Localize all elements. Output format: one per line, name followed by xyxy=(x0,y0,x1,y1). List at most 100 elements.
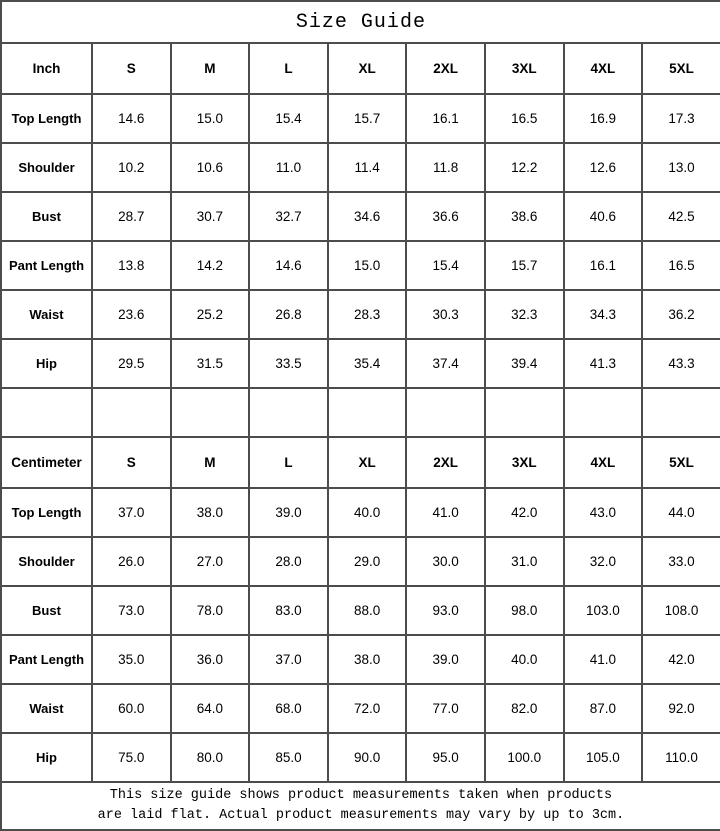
measurement-value: 13.0 xyxy=(641,142,720,193)
measurement-value: 32.0 xyxy=(562,536,644,587)
measurement-value: 16.1 xyxy=(405,93,486,144)
measurement-value: 44.0 xyxy=(641,487,720,538)
measurement-value: 38.0 xyxy=(326,634,408,685)
size-header-cell: M xyxy=(169,436,251,489)
spacer-cell xyxy=(248,387,329,438)
size-header-cell: 5XL xyxy=(641,436,720,489)
spacer-cell xyxy=(562,387,644,438)
measurement-value: 108.0 xyxy=(641,585,720,636)
measurement-value: 30.7 xyxy=(169,191,251,242)
measurement-value: 32.3 xyxy=(483,289,565,340)
measurement-value: 28.0 xyxy=(248,536,329,587)
note-row: This size guide shows product measuremen… xyxy=(0,781,720,831)
size-header-cell: XL xyxy=(326,42,408,95)
measurement-value: 37.4 xyxy=(405,338,486,389)
measurement-value: 73.0 xyxy=(91,585,172,636)
page-title: Size Guide xyxy=(0,0,720,44)
measurement-value: 39.0 xyxy=(405,634,486,685)
unit-label: Centimeter xyxy=(0,436,93,489)
measurement-value: 37.0 xyxy=(91,487,172,538)
measurement-value: 38.0 xyxy=(169,487,251,538)
measurement-value: 28.3 xyxy=(326,289,408,340)
measurement-row: Top Length 37.0 38.0 39.0 40.0 41.0 42.0 43.0 44… xyxy=(0,487,720,538)
measurement-value: 68.0 xyxy=(248,683,329,734)
measurement-value: 42.5 xyxy=(641,191,720,242)
measurement-value: 17.3 xyxy=(641,93,720,144)
measurement-value: 15.7 xyxy=(326,93,408,144)
measurement-row: Hip 75.0 80.0 85.0 90.0 95.0 100.0 105.0 110.0 xyxy=(0,732,720,783)
section-header-row-inch: Inch S M L XL 2XL 3XL 4XL 5XL xyxy=(0,42,720,95)
measurement-value: 82.0 xyxy=(483,683,565,734)
measurement-row: Top Length 14.6 15.0 15.4 15.7 16.1 16.5 16.9 17… xyxy=(0,93,720,144)
measurement-value: 23.6 xyxy=(91,289,172,340)
measurement-value: 11.8 xyxy=(405,142,486,193)
measurement-label: Bust xyxy=(0,585,93,636)
measurement-row: Pant Length 13.8 14.2 14.6 15.0 15.4 15.7 16.1 1… xyxy=(0,240,720,291)
measurement-value: 32.7 xyxy=(248,191,329,242)
measurement-value: 10.6 xyxy=(169,142,251,193)
measurement-label: Top Length xyxy=(0,487,93,538)
size-header-cell: S xyxy=(91,42,172,95)
measurement-label: Top Length xyxy=(0,93,93,144)
measurement-value: 28.7 xyxy=(91,191,172,242)
spacer-cell xyxy=(326,387,408,438)
measurement-value: 31.5 xyxy=(169,338,251,389)
measurement-value: 34.3 xyxy=(562,289,644,340)
measurement-value: 41.0 xyxy=(405,487,486,538)
measurement-value: 35.0 xyxy=(91,634,172,685)
measurement-label: Shoulder xyxy=(0,142,93,193)
measurement-value: 93.0 xyxy=(405,585,486,636)
measurement-value: 14.6 xyxy=(91,93,172,144)
measurement-value: 25.2 xyxy=(169,289,251,340)
measurement-value: 77.0 xyxy=(405,683,486,734)
measurement-value: 43.3 xyxy=(641,338,720,389)
measurement-value: 26.0 xyxy=(91,536,172,587)
spacer-cell xyxy=(405,387,486,438)
measurement-value: 43.0 xyxy=(562,487,644,538)
size-header-cell: 2XL xyxy=(405,42,486,95)
measurement-value: 90.0 xyxy=(326,732,408,783)
measurement-row: Shoulder 26.0 27.0 28.0 29.0 30.0 31.0 32.0 33.0 xyxy=(0,536,720,587)
measurement-label: Hip xyxy=(0,338,93,389)
measurement-value: 36.2 xyxy=(641,289,720,340)
measurement-value: 41.3 xyxy=(562,338,644,389)
note-cell: This size guide shows product measuremen… xyxy=(0,781,720,831)
size-header-cell: M xyxy=(169,42,251,95)
size-header-cell: 2XL xyxy=(405,436,486,489)
measurement-label: Waist xyxy=(0,289,93,340)
section-header-row-centimeter: Centimeter S M L XL 2XL 3XL 4XL 5XL xyxy=(0,436,720,489)
measurement-label: Shoulder xyxy=(0,536,93,587)
spacer-cell xyxy=(483,387,565,438)
spacer-row xyxy=(0,387,720,438)
measurement-value: 72.0 xyxy=(326,683,408,734)
title-row: Size Guide xyxy=(0,0,720,44)
measurement-value: 42.0 xyxy=(483,487,565,538)
measurement-value: 15.4 xyxy=(248,93,329,144)
measurement-value: 11.0 xyxy=(248,142,329,193)
size-header-cell: 3XL xyxy=(483,436,565,489)
measurement-value: 10.2 xyxy=(91,142,172,193)
measurement-value: 30.3 xyxy=(405,289,486,340)
measurement-value: 92.0 xyxy=(641,683,720,734)
measurement-label: Pant Length xyxy=(0,634,93,685)
measurement-value: 37.0 xyxy=(248,634,329,685)
measurement-value: 29.0 xyxy=(326,536,408,587)
measurement-value: 88.0 xyxy=(326,585,408,636)
measurement-value: 100.0 xyxy=(483,732,565,783)
measurement-value: 36.0 xyxy=(169,634,251,685)
measurement-row: Waist 23.6 25.2 26.8 28.3 30.3 32.3 34.3 36.2 xyxy=(0,289,720,340)
measurement-value: 15.4 xyxy=(405,240,486,291)
measurement-value: 33.5 xyxy=(248,338,329,389)
measurement-value: 110.0 xyxy=(641,732,720,783)
measurement-value: 40.0 xyxy=(483,634,565,685)
size-header-cell: 4XL xyxy=(562,436,644,489)
measurement-value: 34.6 xyxy=(326,191,408,242)
measurement-value: 85.0 xyxy=(248,732,329,783)
measurement-value: 40.6 xyxy=(562,191,644,242)
size-header-cell: S xyxy=(91,436,172,489)
measurement-value: 27.0 xyxy=(169,536,251,587)
measurement-value: 29.5 xyxy=(91,338,172,389)
measurement-value: 30.0 xyxy=(405,536,486,587)
